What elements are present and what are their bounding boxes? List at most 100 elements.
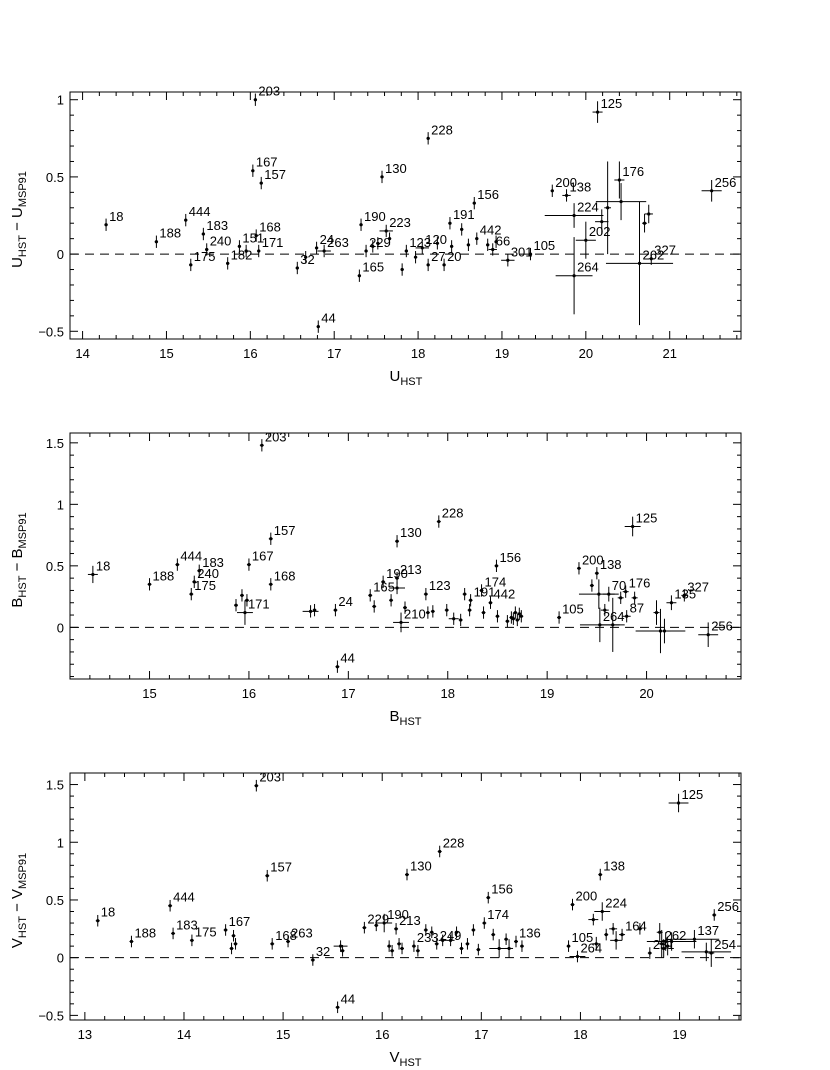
point-marker <box>472 201 476 205</box>
point-marker <box>511 617 515 621</box>
data-point: 156 <box>472 187 499 210</box>
data-point: 229 <box>364 235 391 258</box>
data-point: 87 <box>622 600 644 623</box>
data-point: 44 <box>316 311 336 333</box>
data-point <box>304 251 308 264</box>
data-point <box>231 929 236 942</box>
data-point <box>600 603 609 617</box>
point-marker <box>598 872 602 877</box>
data-point <box>637 923 642 935</box>
data-point: 130 <box>405 859 432 881</box>
data-point: 183 <box>197 555 224 577</box>
data-point <box>609 923 618 935</box>
data-point: 228 <box>437 835 464 858</box>
data-point: 327 <box>681 579 709 602</box>
point-marker <box>311 958 315 962</box>
plot-frame <box>69 432 742 680</box>
point-marker <box>624 590 628 594</box>
data-point: 188 <box>147 568 174 591</box>
point-label: 167 <box>256 155 278 170</box>
point-marker <box>260 443 264 447</box>
point-label: 203 <box>258 84 280 99</box>
point-label: 157 <box>274 523 296 538</box>
data-point <box>435 237 440 250</box>
data-point: 105 <box>566 930 593 952</box>
point-marker <box>314 246 319 250</box>
point-marker <box>259 181 263 185</box>
point-label: 138 <box>603 859 625 874</box>
data-point <box>465 938 470 950</box>
point-marker <box>517 612 521 616</box>
data-point: 157 <box>265 860 292 882</box>
point-marker <box>491 932 495 937</box>
point-marker <box>437 519 441 524</box>
point-marker <box>611 927 615 931</box>
point-marker <box>129 939 134 944</box>
point-marker <box>184 218 188 222</box>
data-point: 176 <box>614 161 644 199</box>
point-label: 130 <box>400 525 422 540</box>
point-marker <box>482 921 486 925</box>
point-marker <box>286 939 290 944</box>
point-label: 240 <box>197 566 219 581</box>
panel-v-band: 13 14 15 16 17 18 19−0.500.511.5 1818844418317… <box>9 770 742 1069</box>
data-point: 27 <box>426 249 446 272</box>
point-marker <box>399 620 403 625</box>
point-marker <box>469 598 473 602</box>
data-point <box>390 944 395 957</box>
data-point <box>631 591 638 604</box>
point-marker <box>468 608 472 612</box>
point-label: 156 <box>491 882 513 897</box>
y-tick-label: −0.5 <box>38 324 64 339</box>
point-marker <box>387 237 392 241</box>
data-point: 191 <box>468 584 496 607</box>
data-point: 256 <box>698 619 733 648</box>
data-point <box>589 579 594 592</box>
x-tick-label: 14 <box>177 1027 191 1042</box>
point-label: 123 <box>429 578 451 593</box>
point-label: 444 <box>180 549 202 564</box>
data-point: 18 <box>87 558 110 584</box>
point-marker <box>448 221 452 225</box>
point-marker <box>709 951 713 955</box>
data-point <box>504 933 509 945</box>
point-marker <box>389 598 393 602</box>
x-tick-label: 16 <box>243 346 257 361</box>
point-label: 191 <box>453 207 475 222</box>
point-marker <box>237 244 242 248</box>
point-label: 213 <box>400 562 422 577</box>
point-marker <box>504 937 508 941</box>
point-marker <box>519 614 523 618</box>
point-marker <box>368 593 372 597</box>
x-tick-label: 18 <box>411 346 425 361</box>
data-point: 125 <box>624 510 657 537</box>
point-label: 105 <box>533 238 555 253</box>
x-tick-label: 20 <box>579 346 593 361</box>
data-point <box>403 601 407 614</box>
data-point <box>387 940 392 952</box>
data-point <box>681 942 732 962</box>
data-point: 105 <box>557 602 584 624</box>
y-axis-label: UHST − UMSP91 <box>9 171 29 268</box>
data-point: 240 <box>192 566 219 588</box>
data-point: 183 <box>171 917 198 940</box>
point-marker <box>412 944 416 948</box>
point-marker <box>670 939 674 944</box>
data-point <box>653 600 660 625</box>
point-label: 203 <box>259 770 281 785</box>
point-marker <box>189 263 193 267</box>
point-label: 262 <box>643 247 665 262</box>
point-label: 210 <box>404 606 426 621</box>
point-label: 191 <box>474 584 496 599</box>
point-marker <box>231 934 236 938</box>
x-axis-label: VHST <box>390 1049 422 1069</box>
point-marker <box>577 566 581 570</box>
data-point: 44 <box>335 651 355 673</box>
point-marker <box>515 618 519 622</box>
data-point: 167 <box>223 914 250 936</box>
point-label: 188 <box>134 926 156 941</box>
point-marker <box>336 1005 340 1009</box>
point-marker <box>607 592 611 596</box>
